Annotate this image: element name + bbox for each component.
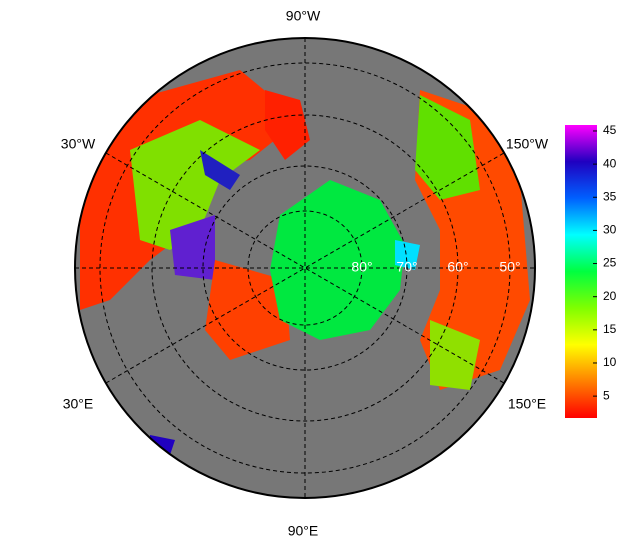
longitude-label: 150°W (506, 136, 549, 152)
colorbar-tick-label: 15 (603, 322, 617, 336)
colorbar-tick-label: 25 (603, 256, 617, 270)
colorbar: 5 10 15 20 25 30 35 40 45 (565, 123, 617, 418)
latitude-circle (151, 114, 459, 422)
latitude-label: 50° (499, 259, 520, 275)
map-body (75, 38, 535, 498)
colorbar-scale (565, 125, 597, 418)
ocean-field (415, 95, 480, 200)
longitude-label: 90°W (286, 8, 321, 24)
colorbar-tick-label: 35 (603, 189, 617, 203)
longitude-label: 30°E (63, 396, 94, 412)
longitude-label: 150°E (508, 396, 546, 412)
ocean-field (200, 150, 240, 190)
ocean-field (430, 320, 480, 390)
latitude-label: 70° (396, 259, 417, 275)
ocean-field (270, 180, 405, 340)
ocean-field (265, 90, 310, 160)
latitude-label: 80° (351, 259, 372, 275)
longitude-label: 90°E (288, 523, 319, 539)
ocean-field (130, 120, 260, 250)
colorbar-tick-label: 10 (603, 355, 617, 369)
map-border (74, 37, 536, 499)
colorbar-tick-label: 5 (603, 388, 610, 402)
ocean-field (205, 260, 290, 360)
ocean-field (395, 240, 420, 270)
colorbar-tick-label: 30 (603, 223, 617, 237)
latitude-label: 60° (447, 259, 468, 275)
colorbar-tick-label: 20 (603, 289, 617, 303)
longitude-label: 30°W (61, 136, 96, 152)
colorbar-tick-label: 45 (603, 123, 617, 137)
colorbar-tick-label: 40 (603, 156, 617, 170)
ocean-field (170, 215, 215, 280)
